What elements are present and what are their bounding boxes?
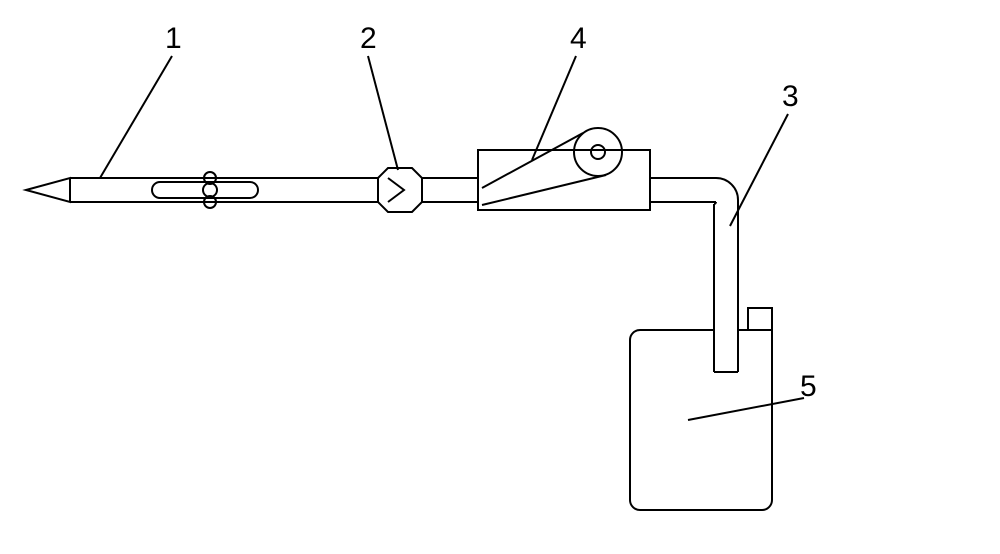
- leader-2: [368, 56, 398, 170]
- lever-arm-bottom: [482, 175, 606, 205]
- schematic-svg: [0, 0, 1000, 549]
- leader-4: [532, 56, 576, 160]
- check-valve-body: [378, 168, 422, 212]
- bottle-cap: [748, 308, 772, 330]
- lever-arm-top: [482, 133, 583, 188]
- label-4: 4: [570, 22, 587, 56]
- regulator-wheel-center: [203, 183, 217, 197]
- lever-wheel-inner: [591, 145, 605, 159]
- housing-body: [478, 150, 650, 210]
- leader-5: [688, 398, 804, 420]
- nozzle-tip: [26, 178, 70, 202]
- check-valve-arrow: [388, 178, 404, 202]
- elbow-outer: [716, 178, 738, 200]
- diagram-container: 1 2 3 4 5: [0, 0, 1000, 549]
- lever-wheel-outer: [574, 128, 622, 176]
- label-1: 1: [165, 22, 182, 56]
- label-5: 5: [800, 370, 817, 404]
- bottle-body: [630, 330, 772, 510]
- leader-3: [730, 114, 788, 226]
- label-3: 3: [782, 80, 799, 114]
- label-2: 2: [360, 22, 377, 56]
- leader-1: [100, 56, 172, 178]
